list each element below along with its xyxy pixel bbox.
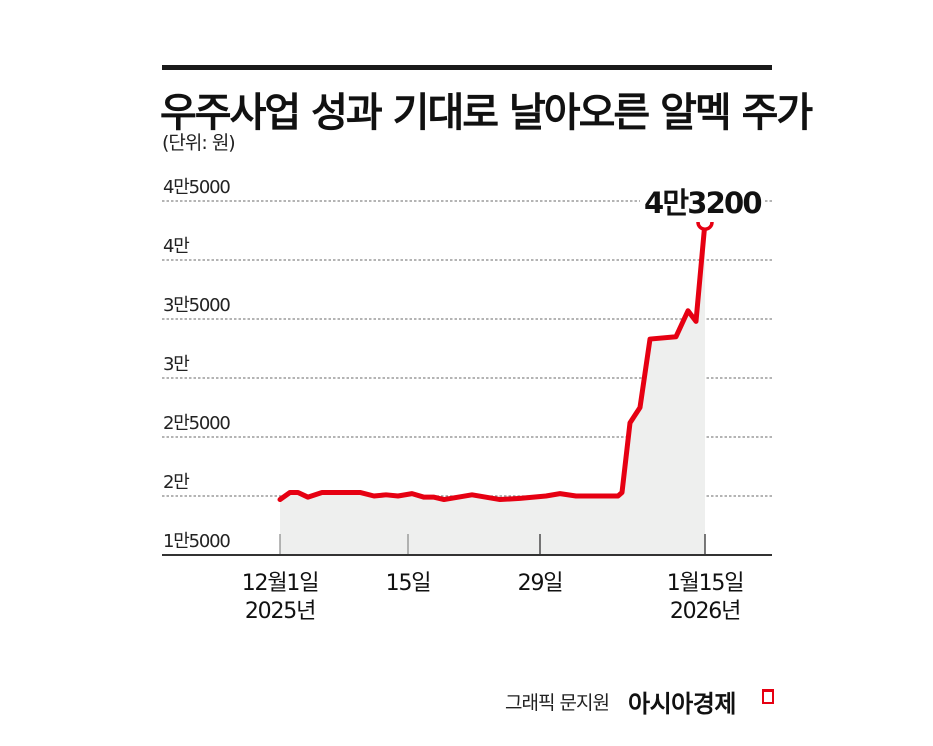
x-tick-date: 12월1일 bbox=[241, 571, 320, 596]
x-tick-label: 15일 bbox=[385, 570, 432, 598]
y-tick-label: 4만5000 bbox=[163, 177, 231, 198]
chart-title: 우주사업 성과 기대로 날아오른 알멕 주가 bbox=[160, 90, 813, 136]
x-tick-date: 29일 bbox=[517, 571, 564, 596]
x-tick-year: 2025년 bbox=[244, 599, 316, 624]
y-tick-label: 2만5000 bbox=[163, 413, 231, 434]
x-tick-year: 2026년 bbox=[669, 599, 741, 624]
price-area bbox=[280, 222, 705, 556]
y-tick-label: 1만5000 bbox=[163, 531, 231, 552]
x-tick-label: 29일 bbox=[517, 570, 564, 598]
y-tick-label: 2만 bbox=[163, 472, 190, 493]
peak-value-label: 4만3200 bbox=[640, 180, 765, 222]
y-tick-label: 4만 bbox=[163, 236, 190, 257]
brand-mark-icon bbox=[762, 689, 774, 704]
x-tick-date: 1월15일 bbox=[666, 571, 745, 596]
price-line bbox=[277, 219, 708, 503]
graphic-credit: 그래픽 문지원 bbox=[505, 692, 610, 714]
x-tick-date: 15일 bbox=[385, 571, 432, 596]
y-tick-label: 3만5000 bbox=[163, 295, 231, 316]
y-tick-label: 3만 bbox=[163, 354, 190, 375]
x-tick-marks bbox=[279, 534, 706, 555]
brand-logo: 아시아경제 bbox=[628, 690, 736, 718]
x-tick-label: 12월1일 2025년 bbox=[241, 570, 320, 626]
unit-label: (단위: 원) bbox=[162, 132, 236, 154]
title-rule bbox=[162, 65, 772, 70]
x-tick-label: 1월15일 2026년 bbox=[666, 570, 745, 626]
